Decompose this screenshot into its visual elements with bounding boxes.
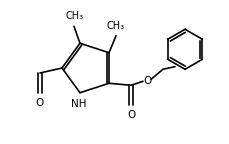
Text: O: O: [36, 98, 44, 108]
Text: NH: NH: [71, 99, 87, 109]
Text: O: O: [143, 76, 151, 86]
Text: O: O: [127, 110, 135, 120]
Text: CH₃: CH₃: [66, 11, 84, 21]
Text: CH₃: CH₃: [107, 21, 125, 31]
